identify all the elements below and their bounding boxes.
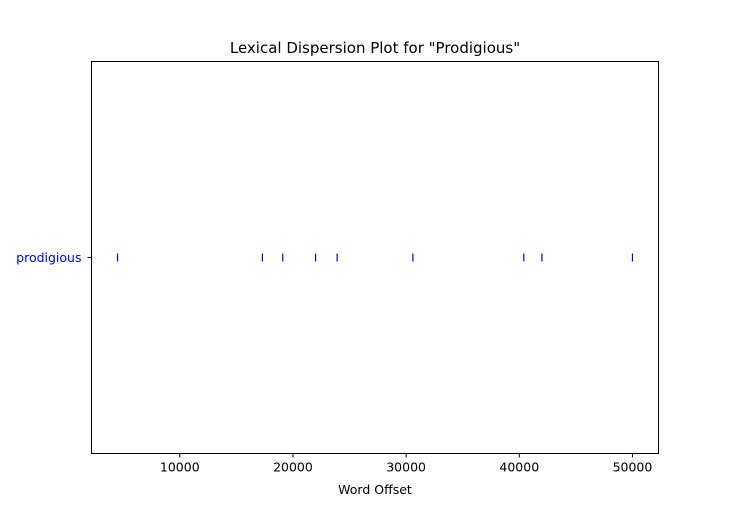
- x-axis-label: Word Offset: [338, 482, 412, 497]
- plot-frame: [91, 61, 659, 454]
- x-tick-label: 30000: [386, 460, 426, 475]
- y-tick-label-word: prodigious: [16, 250, 81, 265]
- x-tick-label: 20000: [273, 460, 313, 475]
- x-axis: 10000 20000 30000 40000 50000: [160, 453, 653, 475]
- x-tick-label: 40000: [499, 460, 539, 475]
- x-tick-label: 50000: [613, 460, 653, 475]
- x-tick-label: 10000: [160, 460, 200, 475]
- y-axis: prodigious: [16, 250, 92, 265]
- plot-marks: [116, 253, 634, 262]
- chart-title: Lexical Dispersion Plot for "Prodigious": [230, 39, 520, 57]
